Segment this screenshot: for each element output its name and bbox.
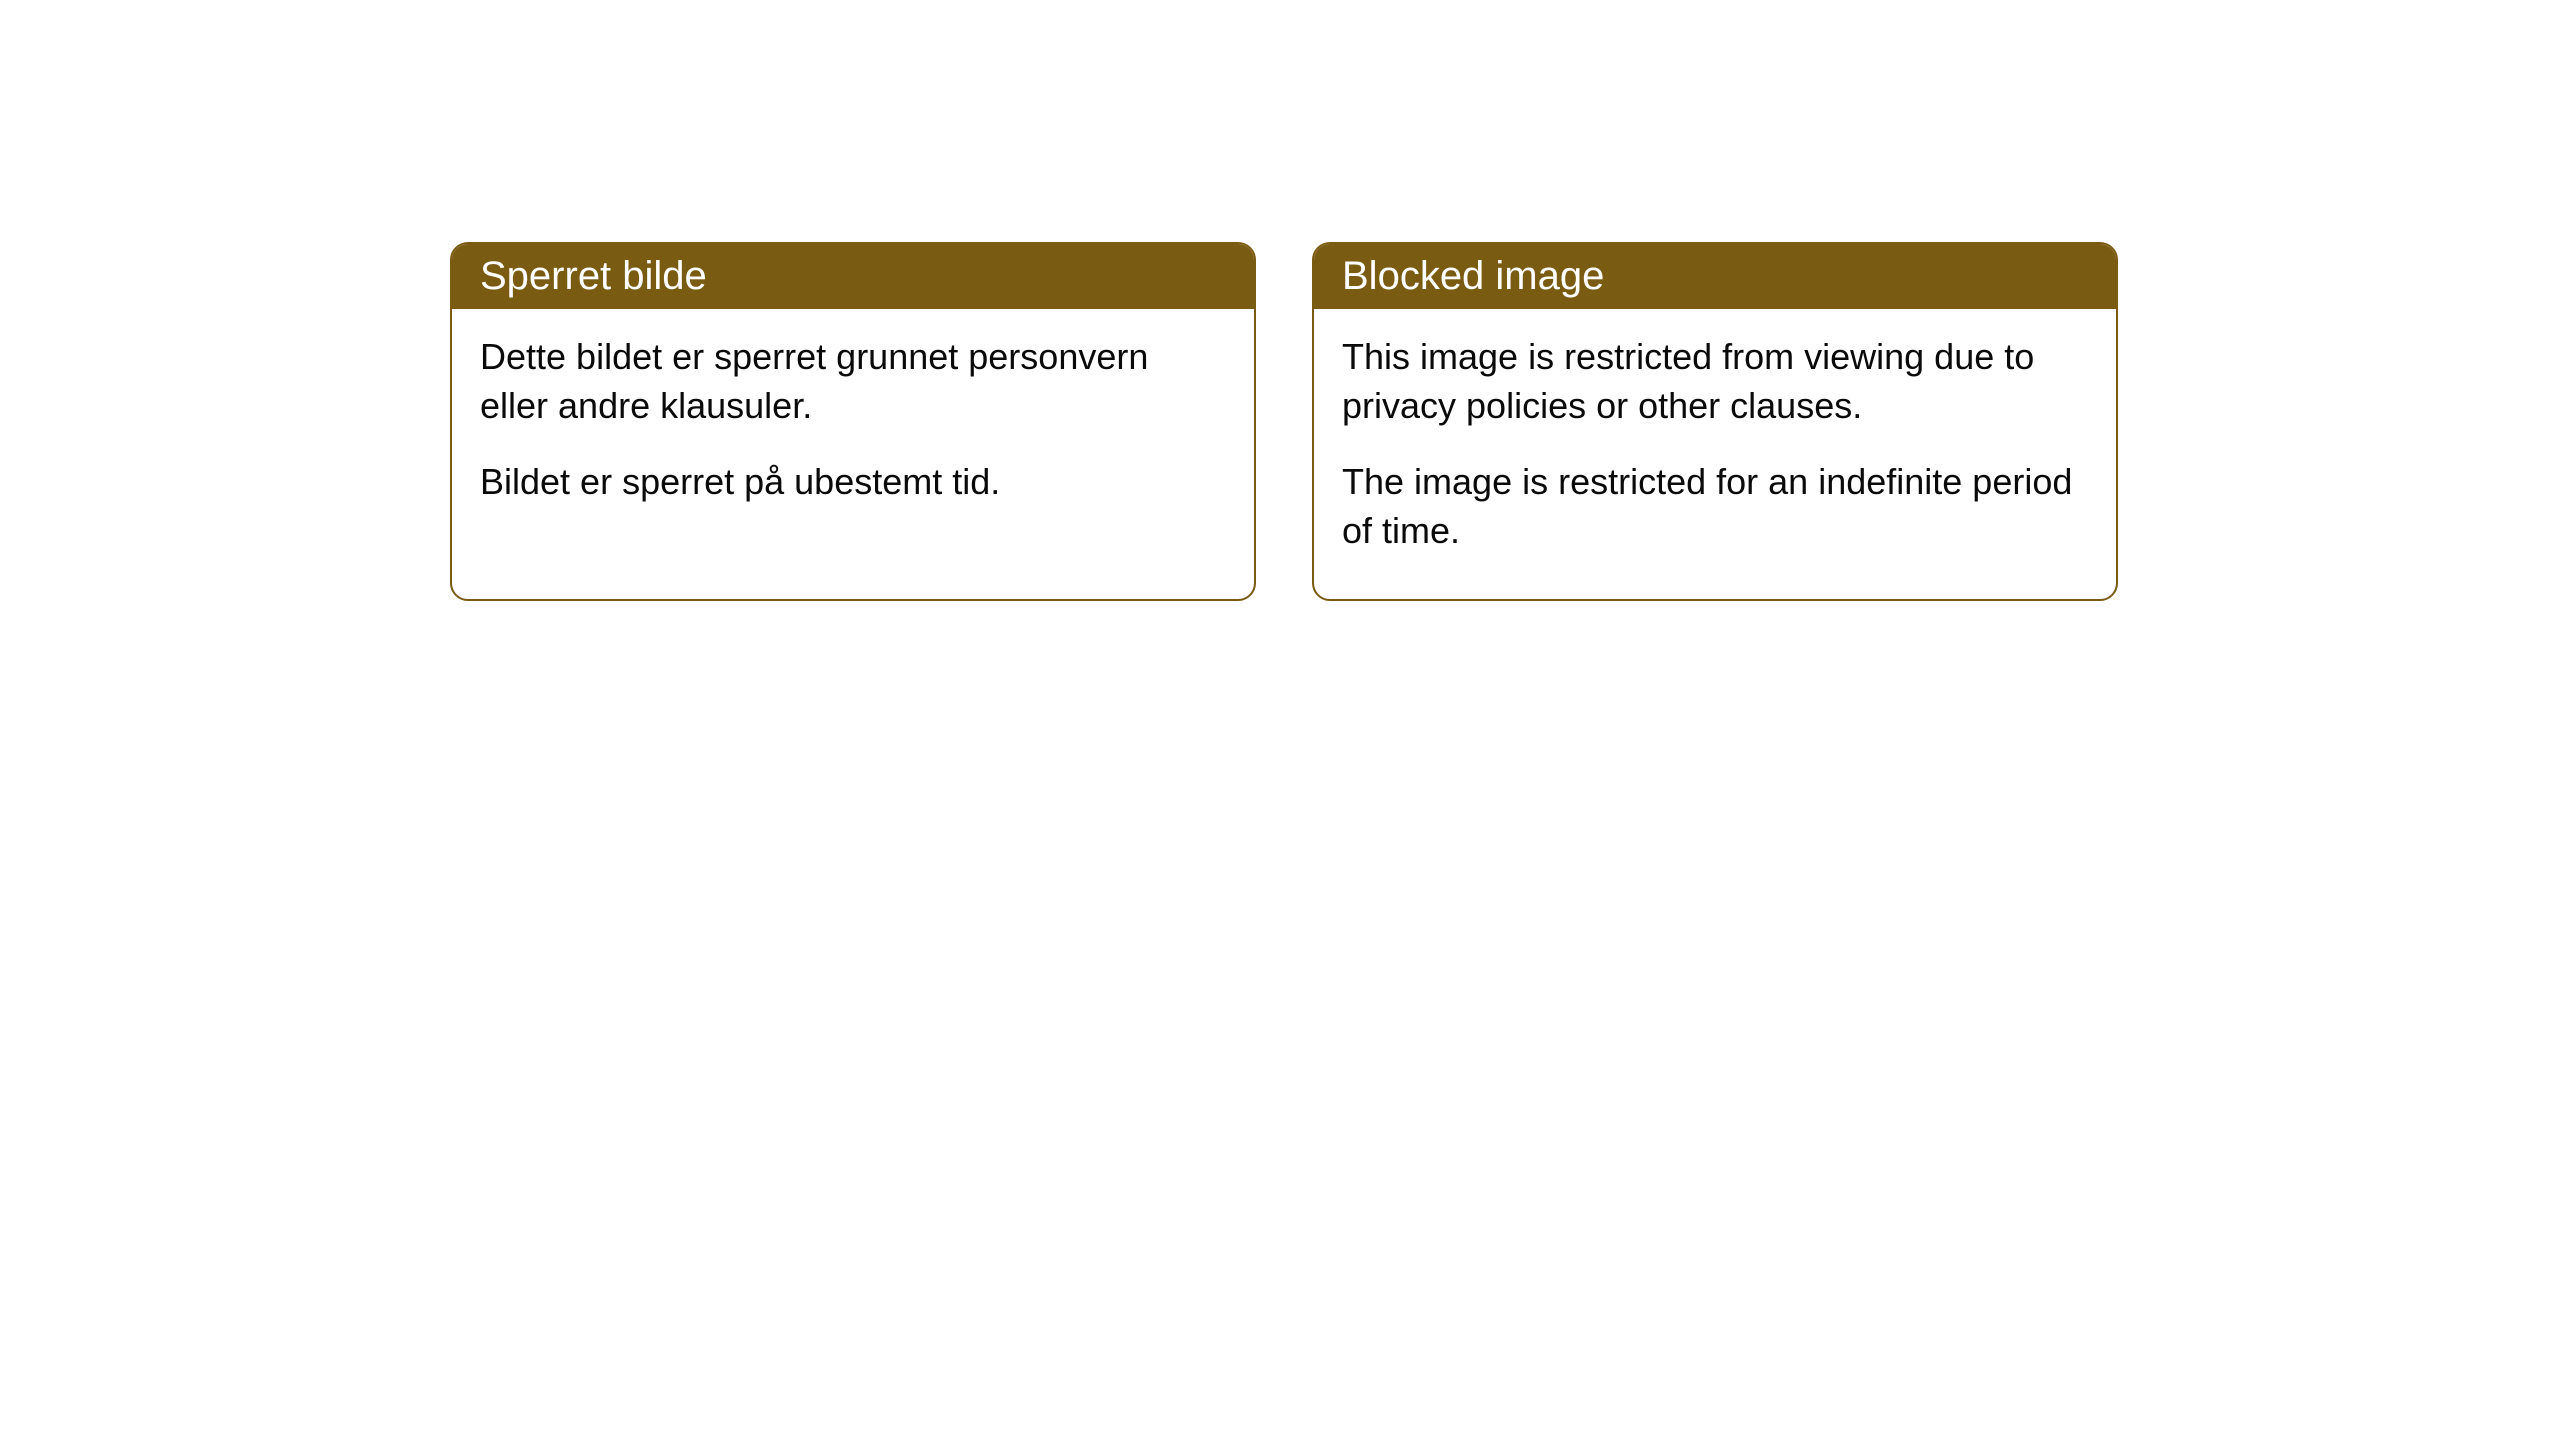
blocked-image-card-english: Blocked image This image is restricted f… xyxy=(1312,242,2118,601)
card-header: Sperret bilde xyxy=(452,244,1254,309)
card-header: Blocked image xyxy=(1314,244,2116,309)
card-paragraph: The image is restricted for an indefinit… xyxy=(1342,458,2088,555)
card-body: Dette bildet er sperret grunnet personve… xyxy=(452,309,1254,551)
card-paragraph: Bildet er sperret på ubestemt tid. xyxy=(480,458,1226,507)
blocked-image-card-norwegian: Sperret bilde Dette bildet er sperret gr… xyxy=(450,242,1256,601)
card-body: This image is restricted from viewing du… xyxy=(1314,309,2116,599)
notice-cards-container: Sperret bilde Dette bildet er sperret gr… xyxy=(450,242,2118,601)
card-paragraph: Dette bildet er sperret grunnet personve… xyxy=(480,333,1226,430)
card-paragraph: This image is restricted from viewing du… xyxy=(1342,333,2088,430)
